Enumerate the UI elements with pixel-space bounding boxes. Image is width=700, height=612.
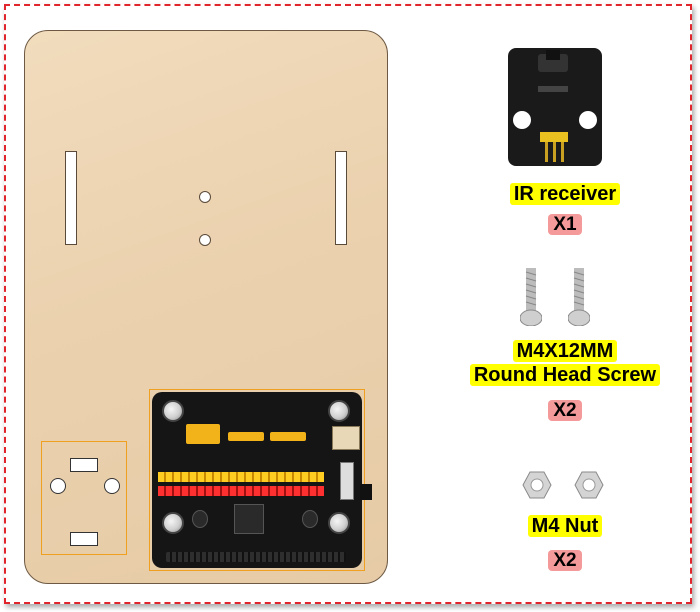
ir-receiver-quantity: X1 bbox=[430, 214, 700, 236]
mount-hole-top bbox=[199, 191, 211, 203]
caster-hole-right bbox=[104, 478, 120, 494]
pcb-hole-tl bbox=[162, 400, 184, 422]
nut-label: M4 Nut bbox=[430, 515, 700, 538]
ir-receiver-label: IR receiver bbox=[430, 183, 700, 206]
ir-receiver-module-icon bbox=[508, 48, 602, 166]
caster-hole-left bbox=[50, 478, 66, 494]
header-block-2 bbox=[228, 432, 264, 441]
caster-slot-top bbox=[70, 458, 98, 472]
edge-connector bbox=[166, 552, 346, 562]
hex-nut-icon bbox=[574, 471, 604, 499]
power-pin-row bbox=[158, 486, 324, 496]
hex-nut-icon bbox=[522, 471, 552, 499]
switch-knob bbox=[360, 484, 372, 500]
slot-right bbox=[335, 151, 347, 245]
pcb-hole-bl bbox=[162, 512, 184, 534]
expansion-board-pcb bbox=[152, 392, 372, 568]
mount-hole-bottom bbox=[199, 234, 211, 246]
slide-switch bbox=[340, 462, 354, 500]
pcb-hole-br bbox=[328, 512, 350, 534]
pcb-mount-area bbox=[149, 389, 365, 571]
screw-quantity: X2 bbox=[430, 400, 700, 422]
nut-quantity: X2 bbox=[430, 550, 700, 572]
round-head-screw-icon bbox=[568, 268, 590, 326]
signal-pin-row bbox=[158, 472, 324, 482]
header-block-1 bbox=[186, 424, 220, 444]
screw-label: M4X12MM Round Head Screw bbox=[430, 339, 700, 387]
capacitor-left bbox=[192, 510, 208, 528]
caster-slot-bottom bbox=[70, 532, 98, 546]
header-block-3 bbox=[270, 432, 306, 441]
slot-left bbox=[65, 151, 77, 245]
round-head-screw-icon bbox=[520, 268, 542, 326]
power-connector bbox=[332, 426, 360, 450]
dashed-frame bbox=[4, 4, 692, 604]
ic-chip bbox=[234, 504, 264, 534]
capacitor-right bbox=[302, 510, 318, 528]
caster-mount-area bbox=[41, 441, 127, 555]
pcb-hole-tr bbox=[328, 400, 350, 422]
